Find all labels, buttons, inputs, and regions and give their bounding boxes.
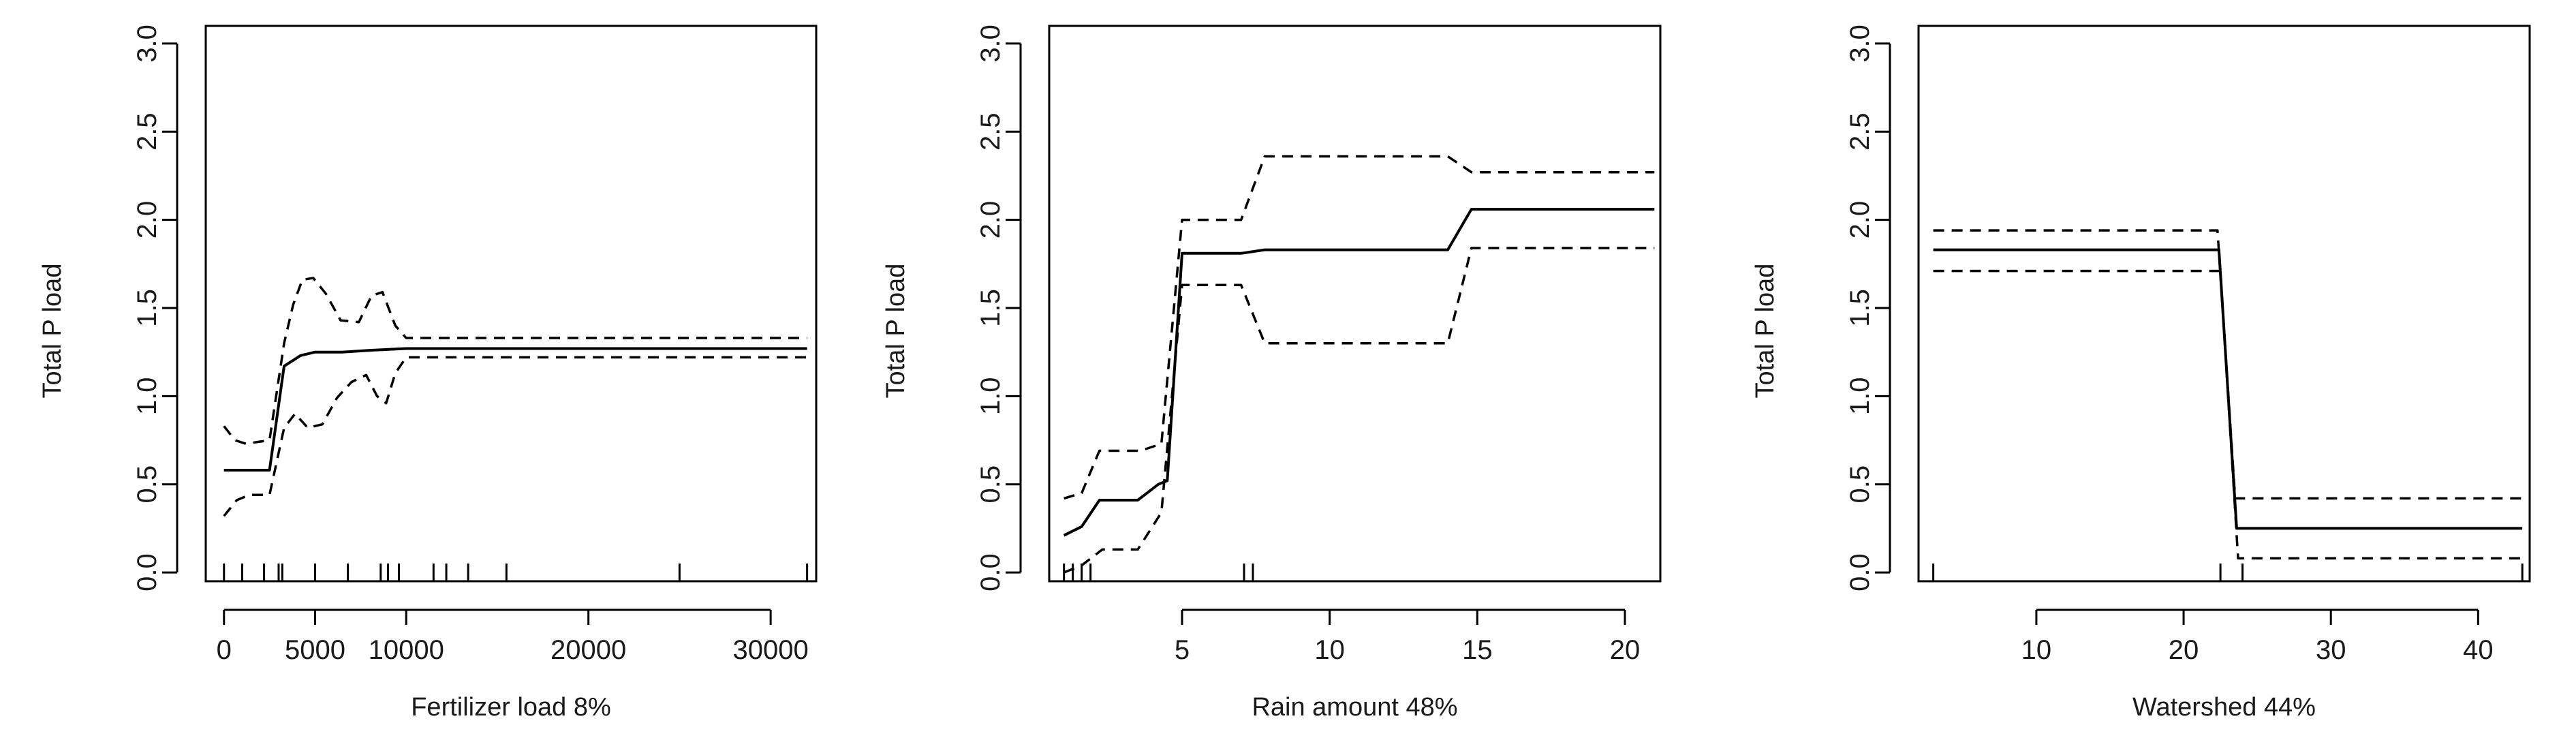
y-tick-label: 0.0 [1845, 553, 1875, 591]
y-tick-label: 1.0 [1845, 378, 1875, 416]
plot-frame [204, 25, 818, 583]
y-tick-label: 3.0 [1845, 25, 1875, 63]
y-tick-label: 2.0 [1845, 201, 1875, 239]
y-tick-label: 2.0 [132, 201, 162, 239]
x-tick-label: 15 [1462, 635, 1493, 665]
y-tick-label: 1.0 [132, 378, 162, 416]
lower-bound-line [1064, 247, 1655, 574]
lower-bound-line [223, 356, 807, 517]
y-tick-label: 1.5 [132, 289, 162, 327]
x-tick-label: 10 [1314, 635, 1345, 665]
x-tick-label: 5 [1175, 635, 1190, 665]
x-tick-label: 40 [2463, 635, 2494, 665]
y-tick-label: 2.5 [132, 112, 162, 151]
upper-bound-line [223, 277, 807, 445]
y-tick-label: 0.5 [132, 465, 162, 504]
partial-dependence-line [223, 347, 807, 472]
y-tick-label: 3.0 [132, 25, 162, 63]
y-axis-title: Total P load [882, 264, 910, 399]
y-tick-label: 0.0 [976, 553, 1006, 591]
y-tick-label: 0.5 [976, 465, 1006, 504]
y-tick-label: 2.5 [976, 112, 1006, 151]
y-tick-label: 0.5 [1845, 465, 1875, 504]
x-tick-label: 20000 [550, 635, 626, 665]
y-tick-label: 1.5 [976, 289, 1006, 327]
y-tick-label: 0.0 [132, 553, 162, 591]
x-axis-title: Fertilizer load 8% [411, 693, 611, 722]
x-tick-label: 20 [1610, 635, 1641, 665]
panel-2: 5 10 15 20 0.0 0.5 1.0 1.5 2.0 2.5 3.0 Rain amount … [882, 25, 1662, 722]
x-axis-title: Watershed 44% [2132, 693, 2316, 722]
x-tick-label: 30 [2316, 635, 2346, 665]
upper-bound-line [1933, 229, 2523, 500]
x-tick-label: 5000 [285, 635, 345, 665]
x-tick-label: 10000 [369, 635, 444, 665]
x-tick-label: 30000 [733, 635, 809, 665]
panel-1: 0 5000 10000 20000 30000 0.0 0.5 1.0 1.5 2.0 2.5 3.… [38, 25, 818, 722]
x-tick-label: 20 [2169, 635, 2199, 665]
y-tick-label: 2.0 [976, 201, 1006, 239]
partial-dependence-line [1063, 208, 1655, 537]
plot-frame [1917, 25, 2531, 583]
x-axis-title: Rain amount 48% [1252, 693, 1457, 722]
y-tick-label: 1.0 [976, 378, 1006, 416]
y-tick-label: 3.0 [976, 25, 1006, 63]
upper-bound-line [1064, 155, 1655, 500]
panel-3: 10 20 30 40 0.0 0.5 1.0 1.5 2.0 2.5 3.0 Watershed 4… [1751, 25, 2531, 722]
y-tick-label: 1.5 [1845, 289, 1875, 327]
y-tick-label: 2.5 [1845, 112, 1875, 151]
x-tick-label: 10 [2021, 635, 2052, 665]
lower-bound-line [1933, 269, 2523, 560]
x-tick-label: 0 [217, 635, 232, 665]
y-axis-title: Total P load [1751, 264, 1780, 399]
plot-frame [1048, 25, 1662, 583]
y-axis-title: Total P load [38, 264, 67, 399]
